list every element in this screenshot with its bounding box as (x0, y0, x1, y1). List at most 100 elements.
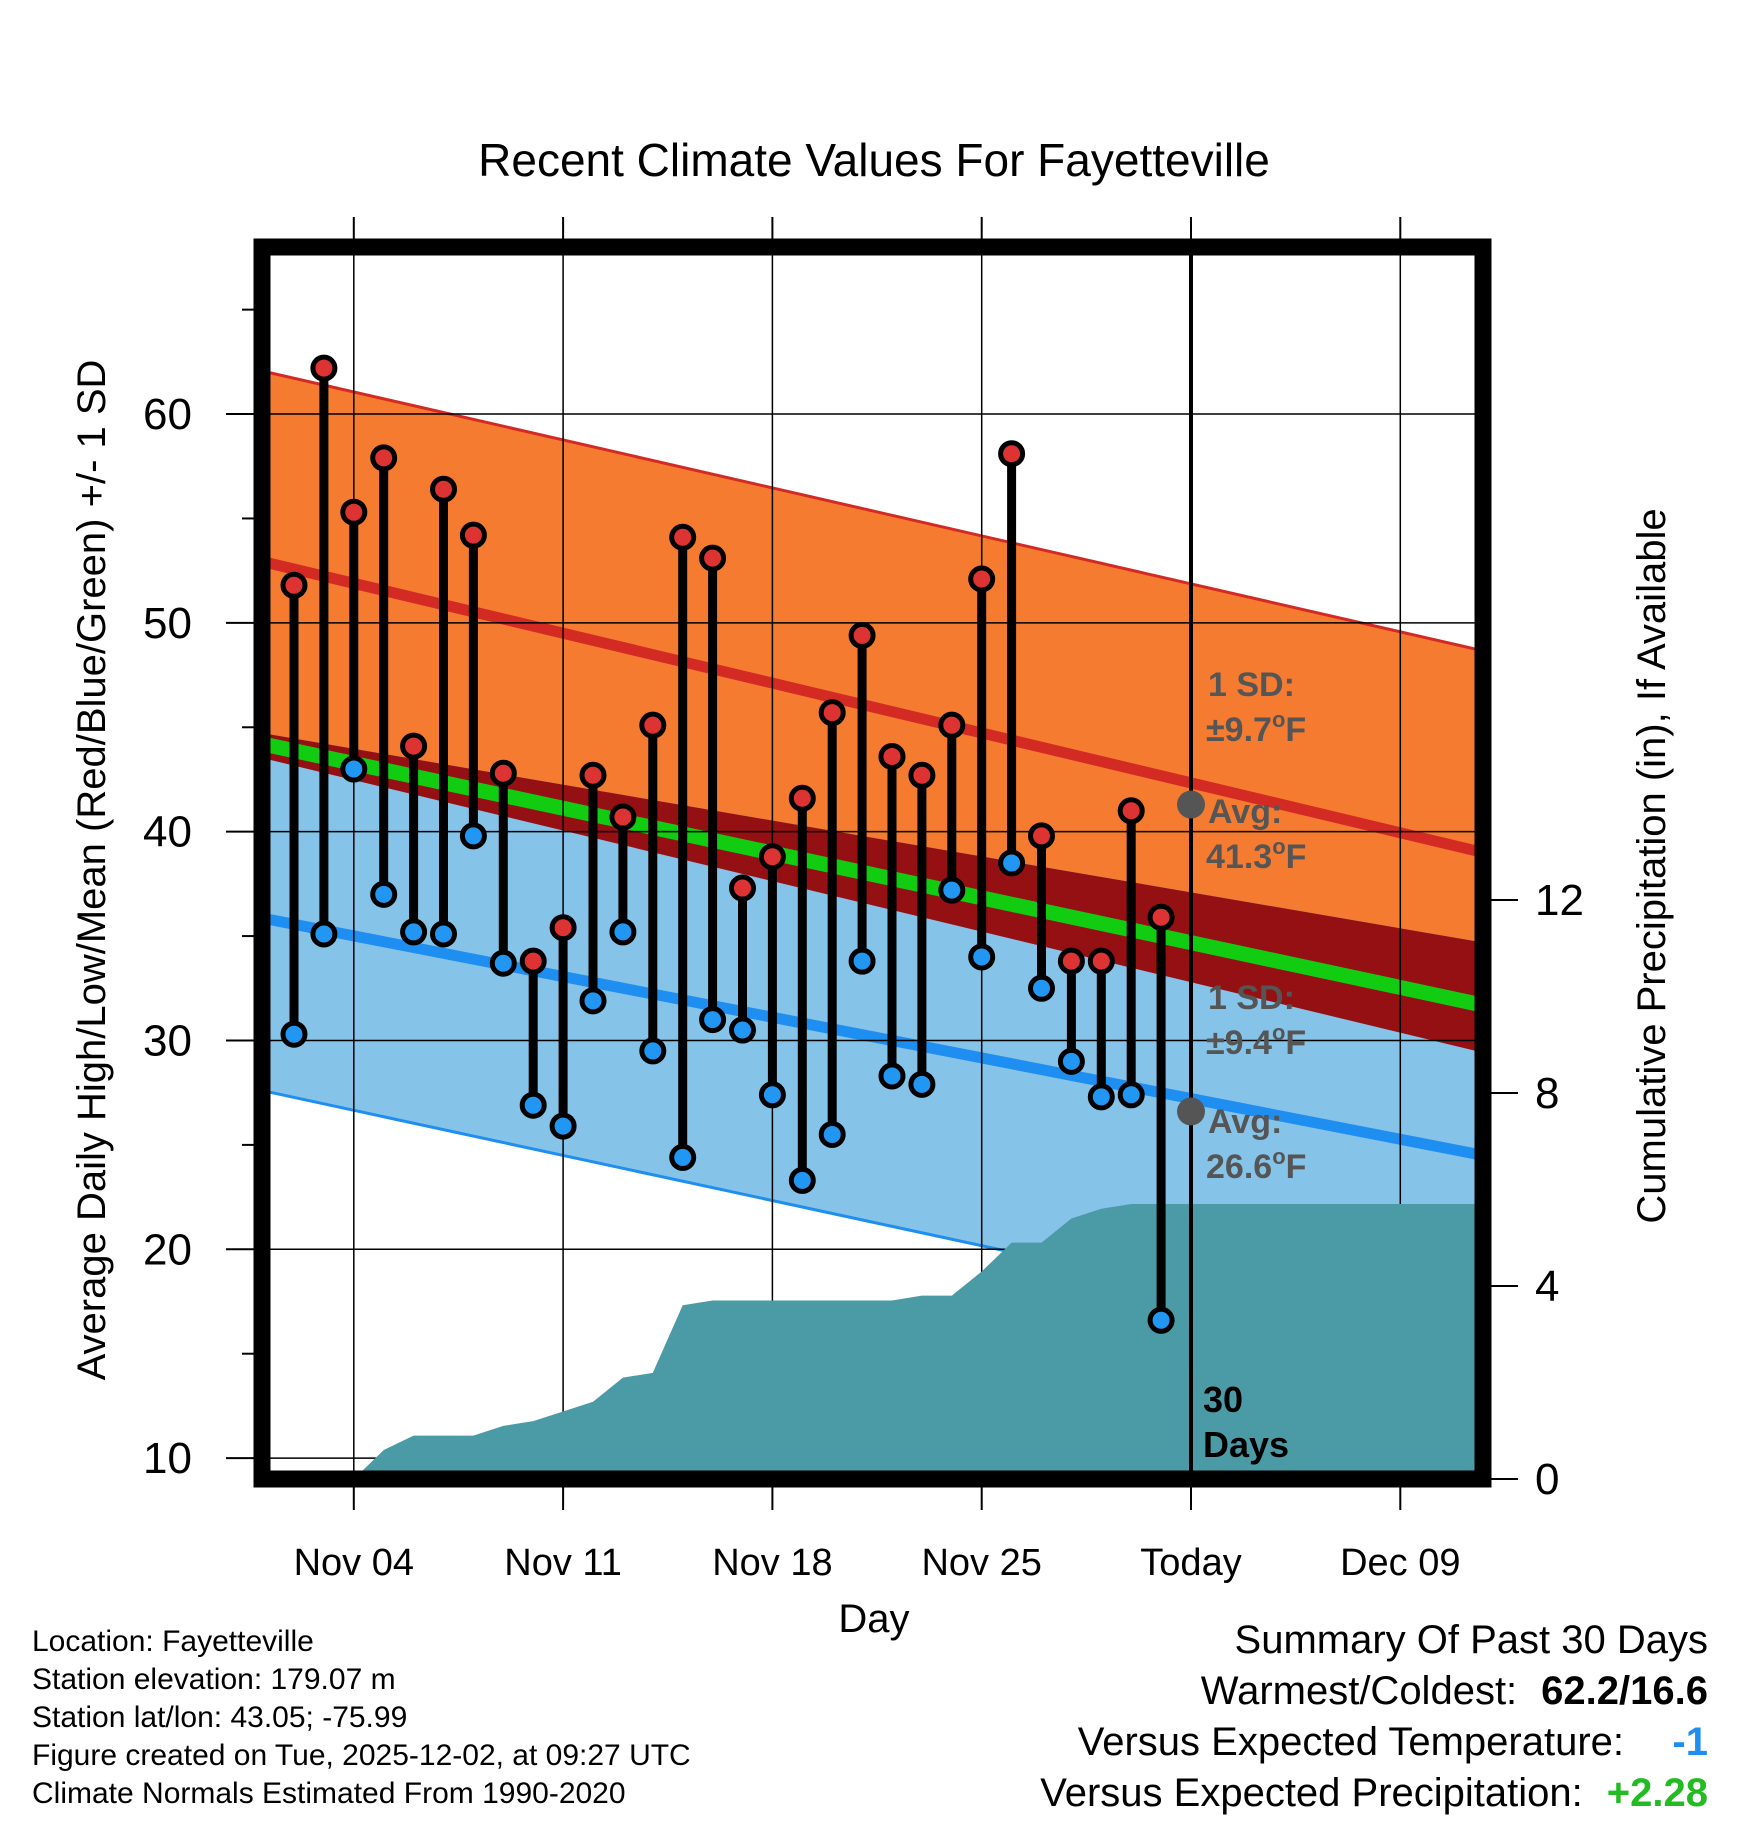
annotation-unit: F (1285, 711, 1306, 749)
y-tick-label: 60 (143, 390, 192, 439)
elevation-text: Station elevation: 179.07 m (32, 1663, 396, 1696)
low-temp-dot (1028, 974, 1055, 1002)
y2-tick-label: 4 (1535, 1262, 1559, 1311)
y2-axis-label: Cumulative Precipitation (in), If Availa… (1630, 508, 1674, 1223)
normals-text: Climate Normals Estimated From 1990-2020 (32, 1777, 626, 1810)
y2-tick-label: 12 (1535, 876, 1584, 925)
high-temp-dot (878, 743, 906, 771)
high-temp-dot (430, 475, 457, 503)
y2-tick-label: 8 (1535, 1069, 1559, 1118)
annotation-line1: 1 SD: (1208, 979, 1295, 1017)
high-temp-dot (669, 523, 697, 551)
degree-symbol: o (1272, 1144, 1285, 1169)
low-temp-dot (968, 943, 996, 971)
high-normal-line (262, 555, 1483, 859)
y-tick-label: 10 (143, 1434, 192, 1483)
high-temp-dot (848, 621, 876, 649)
low-temp-dot (519, 1091, 547, 1119)
x-axis-label: Day (838, 1597, 909, 1641)
temp-value: -1 (1672, 1720, 1708, 1764)
low-temp-dot (1087, 1083, 1115, 1111)
low-temp-dot (669, 1143, 697, 1171)
low-temp-dot (1057, 1047, 1085, 1075)
summary-precip-row: Versus Expected Precipitation: +2.28 (1040, 1768, 1708, 1819)
summary-title: Summary Of Past 30 Days (1234, 1618, 1708, 1662)
x-tick-label: Today (1140, 1542, 1241, 1584)
low-avg-marker (1177, 1097, 1205, 1126)
high-temp-dot (788, 784, 816, 812)
high-temp-dot (1147, 903, 1175, 931)
high-temp-dot (489, 759, 517, 787)
high-temp-dot (280, 571, 308, 599)
annotation-unit: F (1286, 1148, 1307, 1186)
period-unit: Days (1203, 1424, 1289, 1465)
low-temp-dot (609, 918, 637, 946)
annotation-value: 41.3 (1206, 838, 1272, 876)
high-temp-dot (579, 761, 607, 789)
high-temp-dot (370, 444, 398, 472)
annotation-line2: 26.6oF (1206, 1144, 1306, 1186)
low-avg-annotation: Avg:26.6oF (1206, 1103, 1306, 1186)
x-tick-label: Nov 04 (294, 1542, 414, 1584)
degree-symbol: o (1272, 707, 1285, 732)
high-temp-dot (1117, 797, 1145, 825)
annotation-line1: Avg: (1208, 793, 1282, 831)
high-temp-dot (968, 565, 996, 593)
high-temp-dot (938, 711, 966, 739)
low-temp-dot (758, 1081, 786, 1109)
precip-value: +2.28 (1606, 1771, 1708, 1815)
low-temp-dot (310, 920, 338, 948)
annotation-unit: F (1285, 1024, 1306, 1062)
chart-title: Recent Climate Values For Fayetteville (478, 134, 1270, 186)
summary-temp-row: Versus Expected Temperature: -1 (1040, 1717, 1708, 1768)
low-temp-dot (280, 1020, 308, 1048)
high-temp-dot (519, 947, 547, 975)
period-number: 30 (1203, 1379, 1243, 1420)
y-tick-label: 40 (143, 808, 192, 857)
high-temp-dot (549, 914, 577, 942)
degree-symbol: o (1272, 1020, 1285, 1045)
low-temp-dot (878, 1062, 906, 1090)
annotation-line1: Avg: (1208, 1103, 1282, 1141)
low-temp-dot (908, 1070, 936, 1098)
annotation-value: 26.6 (1206, 1148, 1272, 1186)
x-tick-label: Nov 25 (921, 1542, 1041, 1584)
high-temp-dot (998, 440, 1026, 468)
y-tick-label: 30 (143, 1016, 192, 1065)
degree-symbol: o (1272, 834, 1285, 859)
summary-warmest-row: Warmest/Coldest: 62.2/16.6 (1040, 1666, 1708, 1717)
annotation-line1: 1 SD: (1208, 666, 1295, 704)
low-temp-dot (489, 949, 517, 977)
high-sd-annotation: 1 SD:±9.7oF (1206, 666, 1306, 749)
annotation-line2: ±9.7oF (1206, 707, 1306, 749)
low-temp-dot (729, 1016, 756, 1044)
high-temp-dot (1057, 947, 1085, 975)
low-temp-dot (848, 947, 876, 975)
y2-tick-label: 0 (1535, 1455, 1559, 1504)
y-tick-label: 50 (143, 599, 192, 648)
high-temp-dot (699, 544, 727, 572)
station-info: Location: Fayetteville Station elevation… (32, 1623, 691, 1813)
low-temp-dot (1117, 1081, 1145, 1109)
annotation-value: ±9.7 (1206, 711, 1272, 749)
low-temp-dot (788, 1166, 816, 1194)
high-temp-dot (400, 732, 428, 760)
warmest-value: 62.2/16.6 (1541, 1669, 1708, 1713)
low-temp-dot (549, 1112, 577, 1140)
annotation-line2: 41.3oF (1206, 834, 1306, 876)
high-temp-dot (459, 521, 487, 549)
low-temp-dot (818, 1120, 846, 1148)
high-sd-band (262, 370, 1483, 943)
x-tick-label: Nov 11 (504, 1542, 622, 1584)
plot-frame (253, 238, 1492, 1488)
created-text: Figure created on Tue, 2025-12-02, at 09… (32, 1739, 691, 1772)
precip-label: Versus Expected Precipitation: (1040, 1771, 1583, 1815)
low-temp-dot (430, 920, 457, 948)
high-avg-marker (1177, 790, 1205, 819)
x-tick-label: Nov 18 (712, 1542, 832, 1584)
low-temp-dot (400, 918, 428, 946)
low-temp-dot (938, 876, 966, 904)
low-temp-dot (459, 822, 487, 850)
